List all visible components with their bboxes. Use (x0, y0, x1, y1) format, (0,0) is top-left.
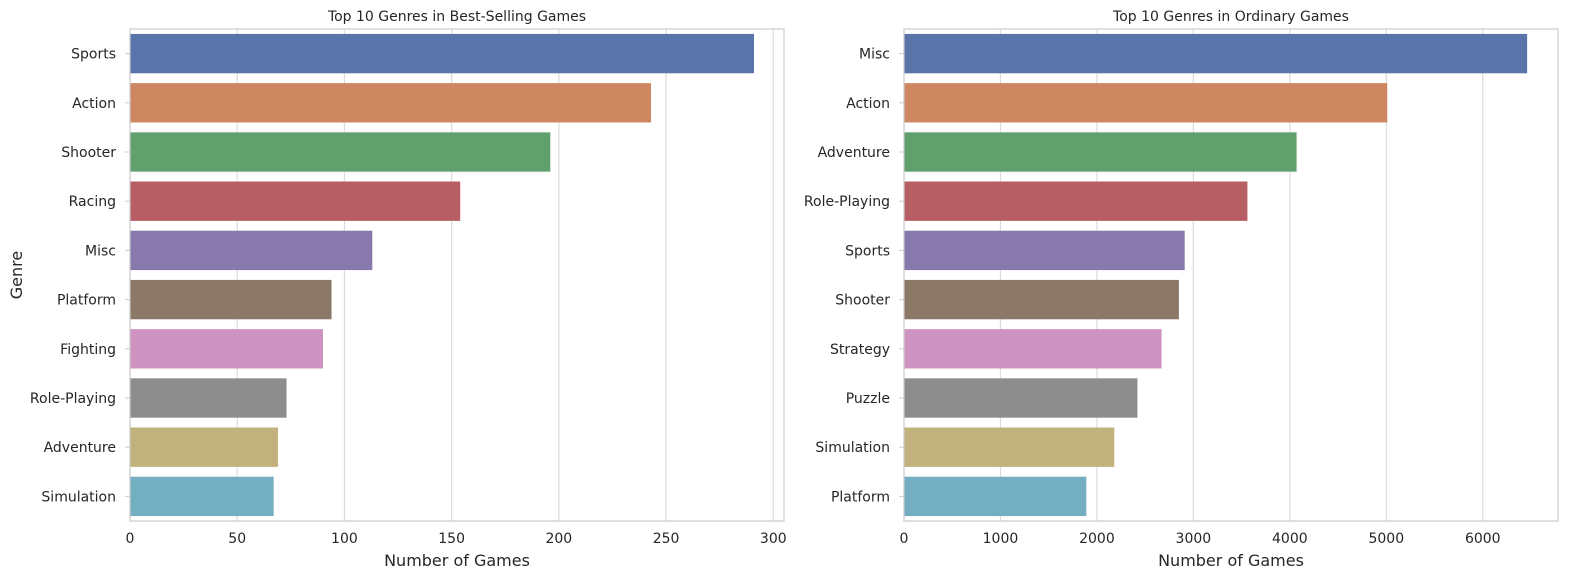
bar-action (130, 83, 652, 123)
bar-puzzle (904, 378, 1138, 418)
x-tick-label: 6000 (1465, 531, 1501, 547)
bar-role-playing (130, 378, 287, 418)
chart-title: Top 10 Genres in Ordinary Games (1112, 9, 1349, 25)
bar-misc (130, 230, 373, 271)
y-tick-label: Platform (831, 489, 890, 505)
bar-role-playing (904, 181, 1248, 221)
x-tick-label: 200 (545, 531, 572, 547)
y-tick-label: Strategy (830, 342, 890, 358)
x-tick-label: 50 (228, 531, 246, 547)
y-tick-label: Adventure (44, 440, 116, 456)
y-tick-label: Fighting (60, 342, 116, 358)
x-axis-label: Number of Games (384, 551, 530, 570)
bar-simulation (904, 427, 1115, 467)
y-tick-label: Puzzle (846, 391, 890, 407)
x-tick-label: 2000 (1079, 531, 1115, 547)
bar-platform (904, 476, 1087, 517)
bar-simulation (130, 476, 274, 517)
y-tick-label: Simulation (41, 489, 116, 505)
bar-sports (130, 33, 754, 74)
x-tick-label: 150 (438, 531, 465, 547)
y-tick-label: Adventure (818, 145, 890, 161)
y-tick-label: Sports (845, 243, 890, 259)
x-axis-label: Number of Games (1158, 551, 1304, 570)
x-tick-label: 0 (126, 531, 135, 547)
y-tick-label: Misc (85, 243, 116, 259)
chart-ordinary: Top 10 Genres in Ordinary Games Number o… (804, 9, 1559, 570)
bar-action (904, 83, 1388, 123)
bar-racing (130, 181, 461, 221)
x-tick-label: 1000 (983, 531, 1019, 547)
axes-frame (129, 28, 785, 522)
y-tick-label: Shooter (61, 145, 116, 161)
y-tick-label: Action (72, 96, 116, 112)
bar-sports (904, 230, 1185, 271)
y-axis-label: Genre (7, 251, 26, 299)
x-tick-label: 5000 (1368, 531, 1404, 547)
x-tick-label: 0 (900, 531, 909, 547)
x-tick-label: 4000 (1272, 531, 1308, 547)
bar-adventure (130, 427, 278, 467)
y-tick-label: Racing (69, 194, 116, 210)
bar-platform (130, 279, 332, 320)
bar-adventure (904, 132, 1297, 172)
chart-title: Top 10 Genres in Best-Selling Games (327, 9, 586, 25)
bar-shooter (130, 132, 551, 172)
y-tick-label: Role-Playing (804, 194, 890, 210)
y-tick-label: Role-Playing (30, 391, 116, 407)
y-tick-label: Platform (57, 293, 116, 309)
chart-best-selling: Top 10 Genres in Best-Selling Games Numb… (7, 9, 787, 570)
y-tick-label: Sports (71, 47, 116, 63)
bar-fighting (130, 329, 323, 369)
y-tick-label: Misc (859, 47, 890, 63)
x-tick-label: 300 (760, 531, 787, 547)
x-tick-label: 3000 (1176, 531, 1212, 547)
bar-strategy (904, 329, 1162, 369)
axes-frame (903, 28, 1559, 522)
y-tick-label: Shooter (835, 293, 890, 309)
bar-shooter (904, 279, 1179, 320)
x-tick-label: 250 (653, 531, 680, 547)
y-tick-label: Action (846, 96, 890, 112)
x-tick-label: 100 (331, 531, 358, 547)
y-tick-label: Simulation (815, 440, 890, 456)
bar-misc (904, 33, 1528, 74)
